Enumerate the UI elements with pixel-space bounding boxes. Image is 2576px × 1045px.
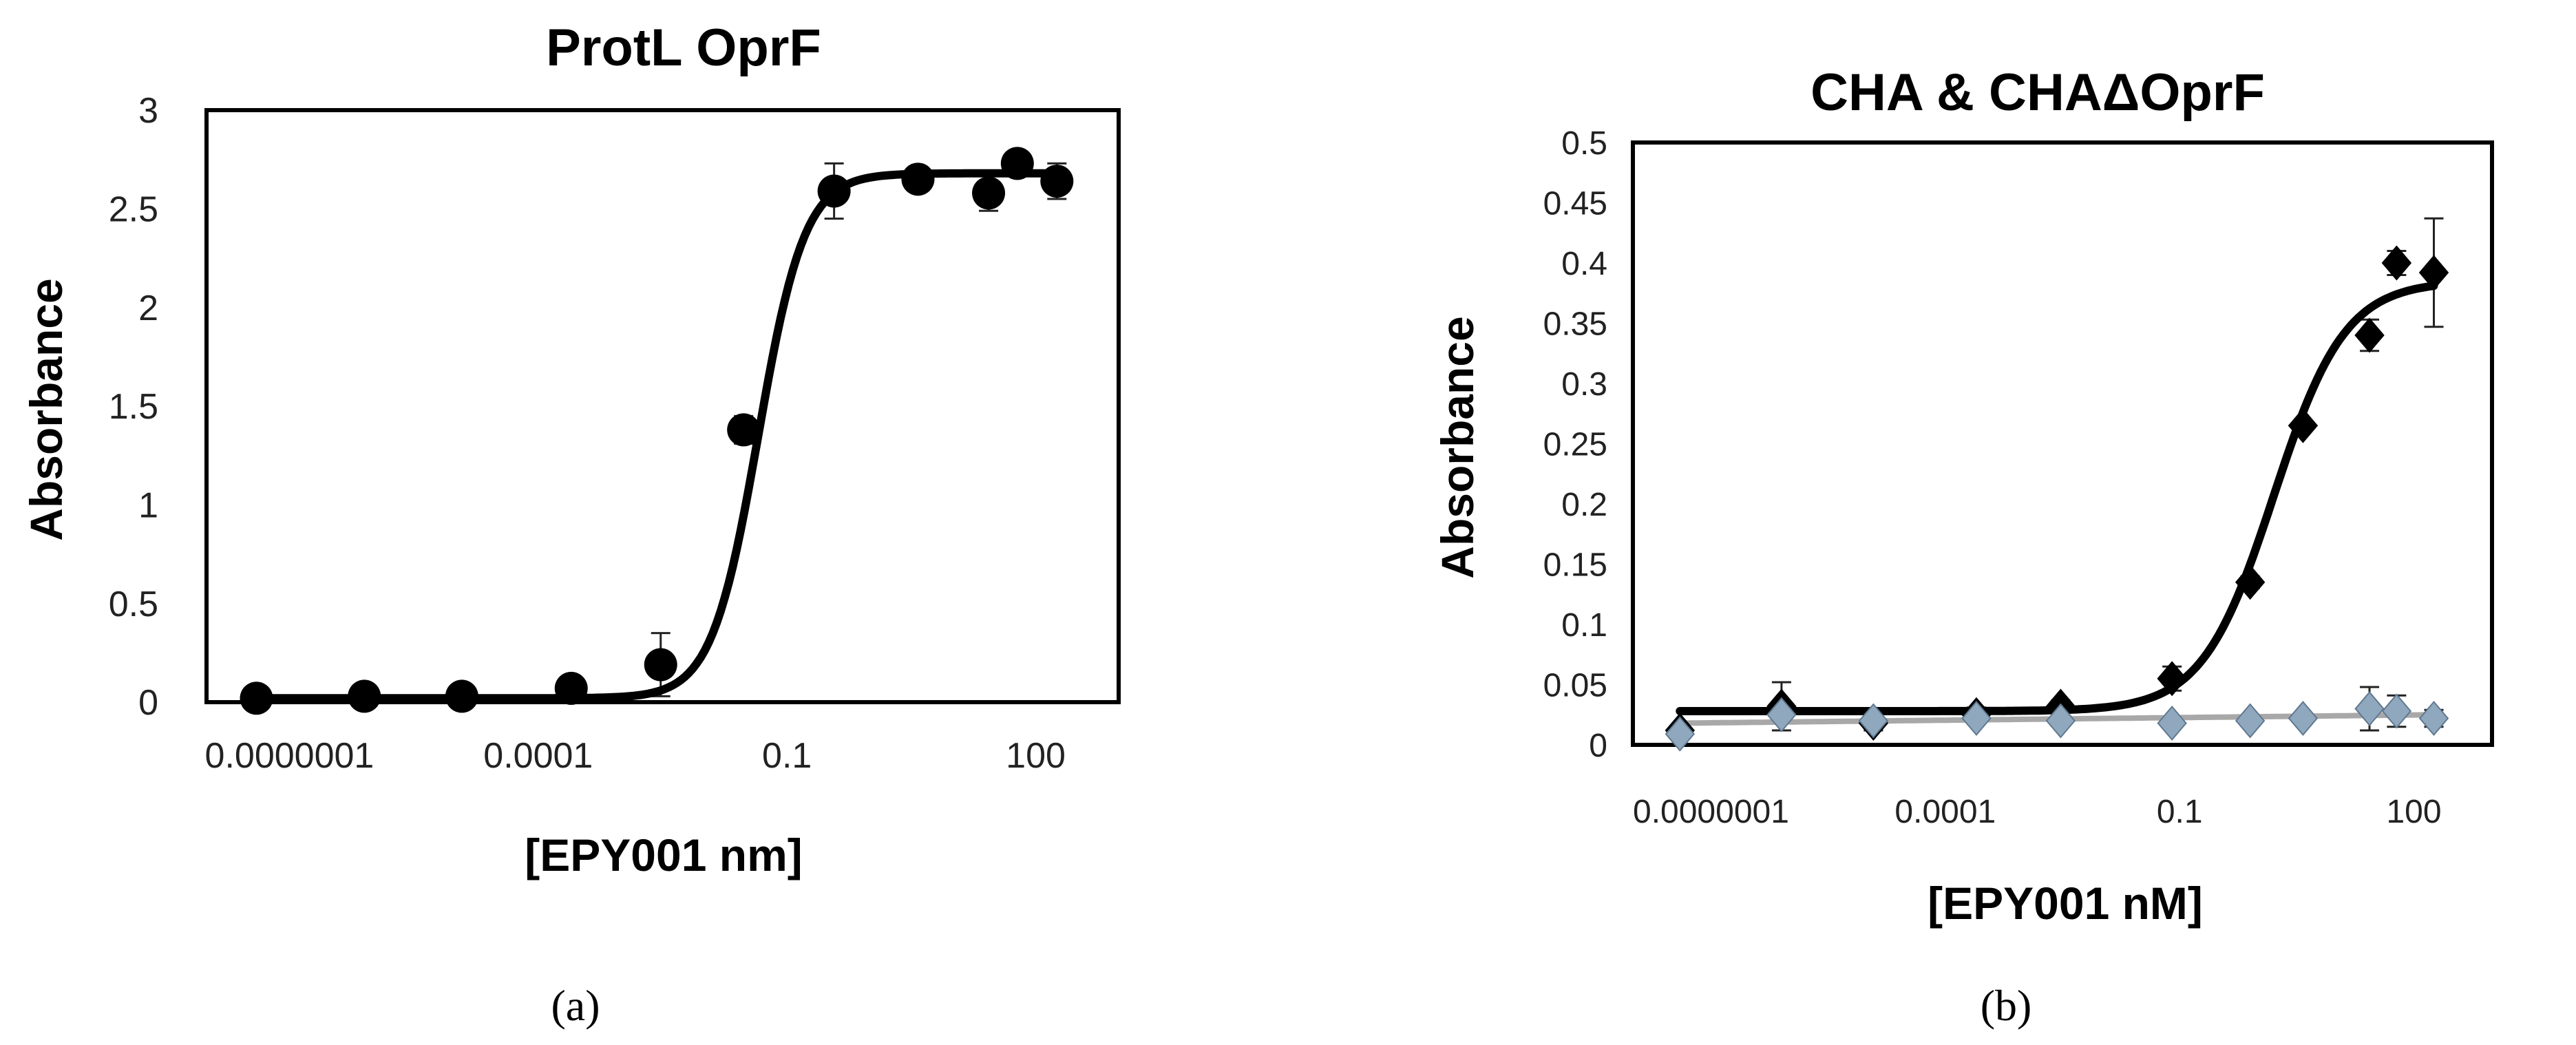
chart-a-fit-curve xyxy=(252,169,1062,703)
chart-a-data-point xyxy=(1040,165,1074,198)
chart-b-plot-frame xyxy=(1631,140,2494,747)
chart-b-x-tick-label: 0.1 xyxy=(2157,794,2203,830)
chart-a-data-point xyxy=(817,174,851,208)
chart-b-data-point xyxy=(2288,700,2319,737)
chart-a-title: ProtL OprF xyxy=(546,19,821,77)
chart-a-points xyxy=(240,147,1074,715)
chart-b-data-point xyxy=(1665,716,1696,752)
chart-b-data-point xyxy=(2157,705,2187,741)
chart-b-y-tick-label: 0.05 xyxy=(1543,667,1607,704)
chart-b-x-tick-label: 100 xyxy=(2386,794,2441,830)
chart-b-panel-label: (b) xyxy=(1981,981,2032,1030)
chart-a-data-point xyxy=(348,679,381,713)
chart-b-ticks: 0 0.05 0.1 0.15 0.2 0.25 0.3 0.35 0.4 0.45 0.5 0.00… xyxy=(1543,125,2442,830)
chart-a-x-tick-label: 100 xyxy=(1006,736,1066,776)
chart-b-y-tick-label: 0.25 xyxy=(1543,426,1607,463)
chart-a-panel-label: (a) xyxy=(551,981,600,1030)
chart-b-y-tick-label: 0.45 xyxy=(1543,185,1607,222)
chart-a-ylabel: Absorbance xyxy=(21,278,72,540)
chart-a-fit-curves xyxy=(252,169,1062,703)
chart-b-data-point xyxy=(2235,703,2266,739)
chart-a-data-point xyxy=(972,176,1006,210)
chart-a-data-point xyxy=(1000,147,1034,180)
chart-b-fit-curve xyxy=(1676,282,2438,715)
chart-a-error-bars xyxy=(561,162,1067,697)
chart-b-data-point xyxy=(2045,703,2076,739)
chart-a-x-tick-label: 0.1 xyxy=(762,736,812,776)
chart-b-fit-curves xyxy=(1676,282,2438,726)
chart-a-y-tick-label: 1 xyxy=(138,486,158,526)
chart-a-plot-frame xyxy=(204,108,1121,704)
chart-b-points xyxy=(1665,245,2449,752)
chart-b-ylabel: Absorbance xyxy=(1432,316,1483,578)
chart-b-y-tick-label: 0.3 xyxy=(1561,366,1607,403)
chart-b-y-tick-label: 0.5 xyxy=(1561,125,1607,162)
chart-b-data-point xyxy=(1858,703,1889,739)
chart-b-data-point xyxy=(2381,693,2412,729)
chart-b-data-point xyxy=(2418,255,2449,291)
chart-panel-a: ProtL OprF Absorbance [EPY001 nm] 0 0.5 1 1… xyxy=(21,19,1121,1030)
chart-a-ticks: 0 0.5 1 1.5 2 2.5 3 0.0000001 0.0001 0.1 100 xyxy=(109,91,1066,776)
chart-a-xlabel: [EPY001 nm] xyxy=(525,830,802,880)
chart-b-y-tick-label: 0.2 xyxy=(1561,487,1607,523)
chart-b-data-point xyxy=(2418,700,2449,737)
chart-b-x-tick-label: 0.0000001 xyxy=(1633,794,1789,830)
chart-b-xlabel: [EPY001 nM] xyxy=(1928,878,2203,929)
chart-b-y-tick-label: 0 xyxy=(1589,728,1607,764)
chart-b-data-point xyxy=(2354,317,2385,353)
chart-a-axes xyxy=(204,108,1121,704)
chart-a-x-tick-label: 0.0001 xyxy=(483,736,593,776)
chart-b-data-point xyxy=(2288,408,2319,443)
chart-b-data-point xyxy=(2354,690,2385,727)
chart-a-data-point xyxy=(901,162,935,196)
chart-panel-b: CHA & CHAΔOprF Absorbance [EPY001 nM] 00… xyxy=(1432,63,2494,1030)
chart-a-y-tick-label: 3 xyxy=(138,91,158,131)
chart-a-y-tick-label: 2 xyxy=(138,288,158,328)
chart-b-y-tick-label: 0.15 xyxy=(1543,547,1607,583)
chart-b-y-tick-label: 0.4 xyxy=(1561,246,1607,282)
chart-b-error-bars xyxy=(1771,217,2444,732)
chart-b-data-point xyxy=(2235,564,2266,600)
chart-b-data-point xyxy=(1961,700,1992,737)
chart-b-axes xyxy=(1631,140,2494,747)
chart-b-data-point xyxy=(1766,697,1797,732)
chart-a-y-tick-label: 0 xyxy=(138,683,158,723)
chart-a-data-point xyxy=(644,648,677,682)
chart-b-y-tick-label: 0.35 xyxy=(1543,306,1607,342)
chart-a-data-point xyxy=(240,682,273,715)
chart-b-y-tick-label: 0.1 xyxy=(1561,607,1607,644)
chart-a-data-point xyxy=(727,413,761,447)
chart-a-y-tick-label: 1.5 xyxy=(109,387,158,427)
chart-a-y-tick-label: 0.5 xyxy=(109,584,158,624)
chart-a-y-tick-label: 2.5 xyxy=(109,190,158,230)
chart-b-title: CHA & CHAΔOprF xyxy=(1810,63,2265,122)
chart-a-data-point xyxy=(445,679,478,713)
chart-a-data-point xyxy=(554,671,588,705)
chart-a-x-tick-label: 0.0000001 xyxy=(205,736,374,776)
chart-b-data-point xyxy=(2381,245,2412,281)
chart-b-x-tick-label: 0.0001 xyxy=(1894,794,1996,830)
chart-b-data-point xyxy=(2157,661,2187,697)
